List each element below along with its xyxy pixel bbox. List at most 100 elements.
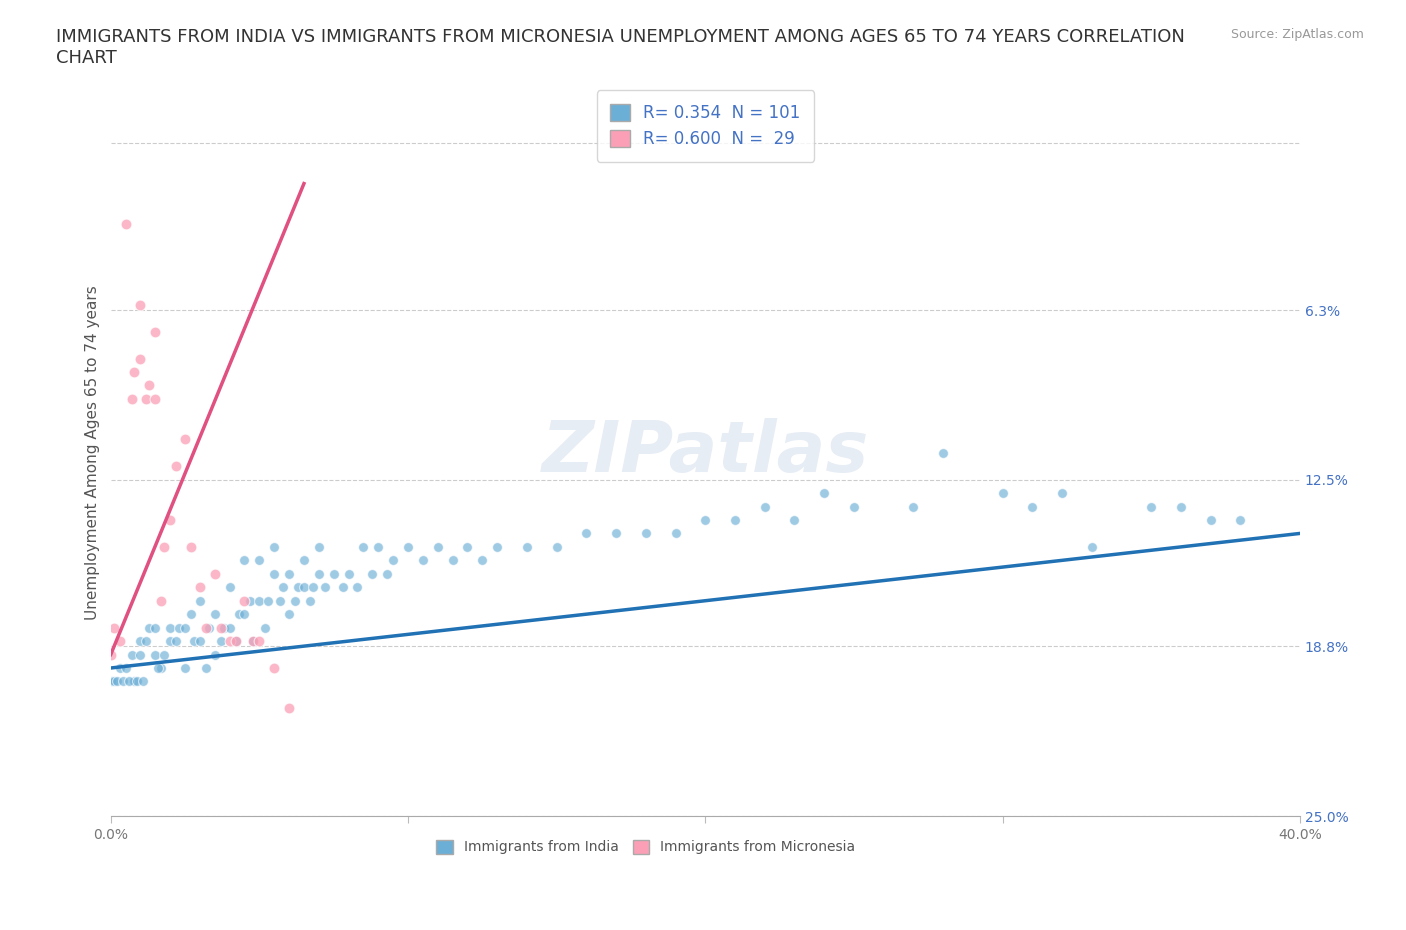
Point	[114, 217, 136, 232]
Point	[225, 633, 247, 648]
Point	[257, 593, 280, 608]
Point	[233, 553, 256, 568]
Point	[254, 620, 277, 635]
Point	[105, 674, 128, 689]
Text: IMMIGRANTS FROM INDIA VS IMMIGRANTS FROM MICRONESIA UNEMPLOYMENT AMONG AGES 65 T: IMMIGRANTS FROM INDIA VS IMMIGRANTS FROM…	[56, 28, 1185, 67]
Point	[204, 566, 226, 581]
Point	[239, 593, 262, 608]
Point	[842, 499, 865, 514]
Point	[546, 539, 568, 554]
Point	[148, 660, 170, 675]
Text: Source: ZipAtlas.com: Source: ZipAtlas.com	[1230, 28, 1364, 41]
Point	[382, 553, 405, 568]
Point	[100, 674, 122, 689]
Point	[183, 633, 205, 648]
Point	[247, 593, 270, 608]
Point	[114, 660, 136, 675]
Point	[135, 633, 157, 648]
Point	[121, 647, 143, 662]
Point	[471, 553, 494, 568]
Point	[308, 566, 330, 581]
Point	[278, 701, 301, 716]
Point	[108, 633, 131, 648]
Text: ZIPatlas: ZIPatlas	[541, 418, 869, 487]
Point	[143, 620, 166, 635]
Point	[174, 620, 197, 635]
Point	[143, 325, 166, 339]
Point	[218, 579, 240, 594]
Legend: Immigrants from India, Immigrants from Micronesia: Immigrants from India, Immigrants from M…	[430, 834, 860, 860]
Point	[242, 633, 264, 648]
Point	[332, 579, 354, 594]
Point	[174, 660, 197, 675]
Point	[225, 633, 247, 648]
Point	[204, 606, 226, 621]
Point	[269, 593, 291, 608]
Point	[441, 553, 464, 568]
Point	[367, 539, 389, 554]
Point	[127, 674, 149, 689]
Point	[228, 606, 250, 621]
Point	[198, 620, 221, 635]
Point	[103, 674, 125, 689]
Point	[278, 606, 301, 621]
Point	[298, 593, 321, 608]
Point	[188, 593, 211, 608]
Point	[180, 606, 202, 621]
Point	[188, 579, 211, 594]
Point	[754, 499, 776, 514]
Point	[932, 445, 955, 460]
Point	[100, 647, 122, 662]
Point	[188, 633, 211, 648]
Point	[159, 633, 181, 648]
Point	[138, 620, 160, 635]
Point	[150, 593, 173, 608]
Point	[664, 526, 686, 541]
Point	[124, 365, 146, 379]
Point	[233, 593, 256, 608]
Point	[194, 660, 217, 675]
Point	[138, 378, 160, 392]
Y-axis label: Unemployment Among Ages 65 to 74 years: Unemployment Among Ages 65 to 74 years	[86, 286, 100, 620]
Point	[412, 553, 434, 568]
Point	[159, 512, 181, 527]
Point	[605, 526, 627, 541]
Point	[426, 539, 449, 554]
Point	[634, 526, 657, 541]
Point	[150, 660, 173, 675]
Point	[263, 539, 285, 554]
Point	[212, 620, 235, 635]
Point	[1140, 499, 1163, 514]
Point	[247, 553, 270, 568]
Point	[1229, 512, 1251, 527]
Point	[292, 553, 315, 568]
Point	[278, 566, 301, 581]
Point	[204, 647, 226, 662]
Point	[724, 512, 747, 527]
Point	[117, 674, 139, 689]
Point	[456, 539, 478, 554]
Point	[352, 539, 374, 554]
Point	[1199, 512, 1222, 527]
Point	[1050, 485, 1073, 500]
Point	[218, 633, 240, 648]
Point	[132, 674, 155, 689]
Point	[167, 620, 190, 635]
Point	[209, 633, 232, 648]
Point	[271, 579, 294, 594]
Point	[337, 566, 360, 581]
Point	[124, 674, 146, 689]
Point	[165, 633, 187, 648]
Point	[263, 660, 285, 675]
Point	[1080, 539, 1102, 554]
Point	[783, 512, 806, 527]
Point	[129, 298, 152, 312]
Point	[129, 647, 152, 662]
Point	[991, 485, 1014, 500]
Point	[302, 579, 325, 594]
Point	[695, 512, 717, 527]
Point	[292, 579, 315, 594]
Point	[284, 593, 307, 608]
Point	[322, 566, 344, 581]
Point	[135, 392, 157, 406]
